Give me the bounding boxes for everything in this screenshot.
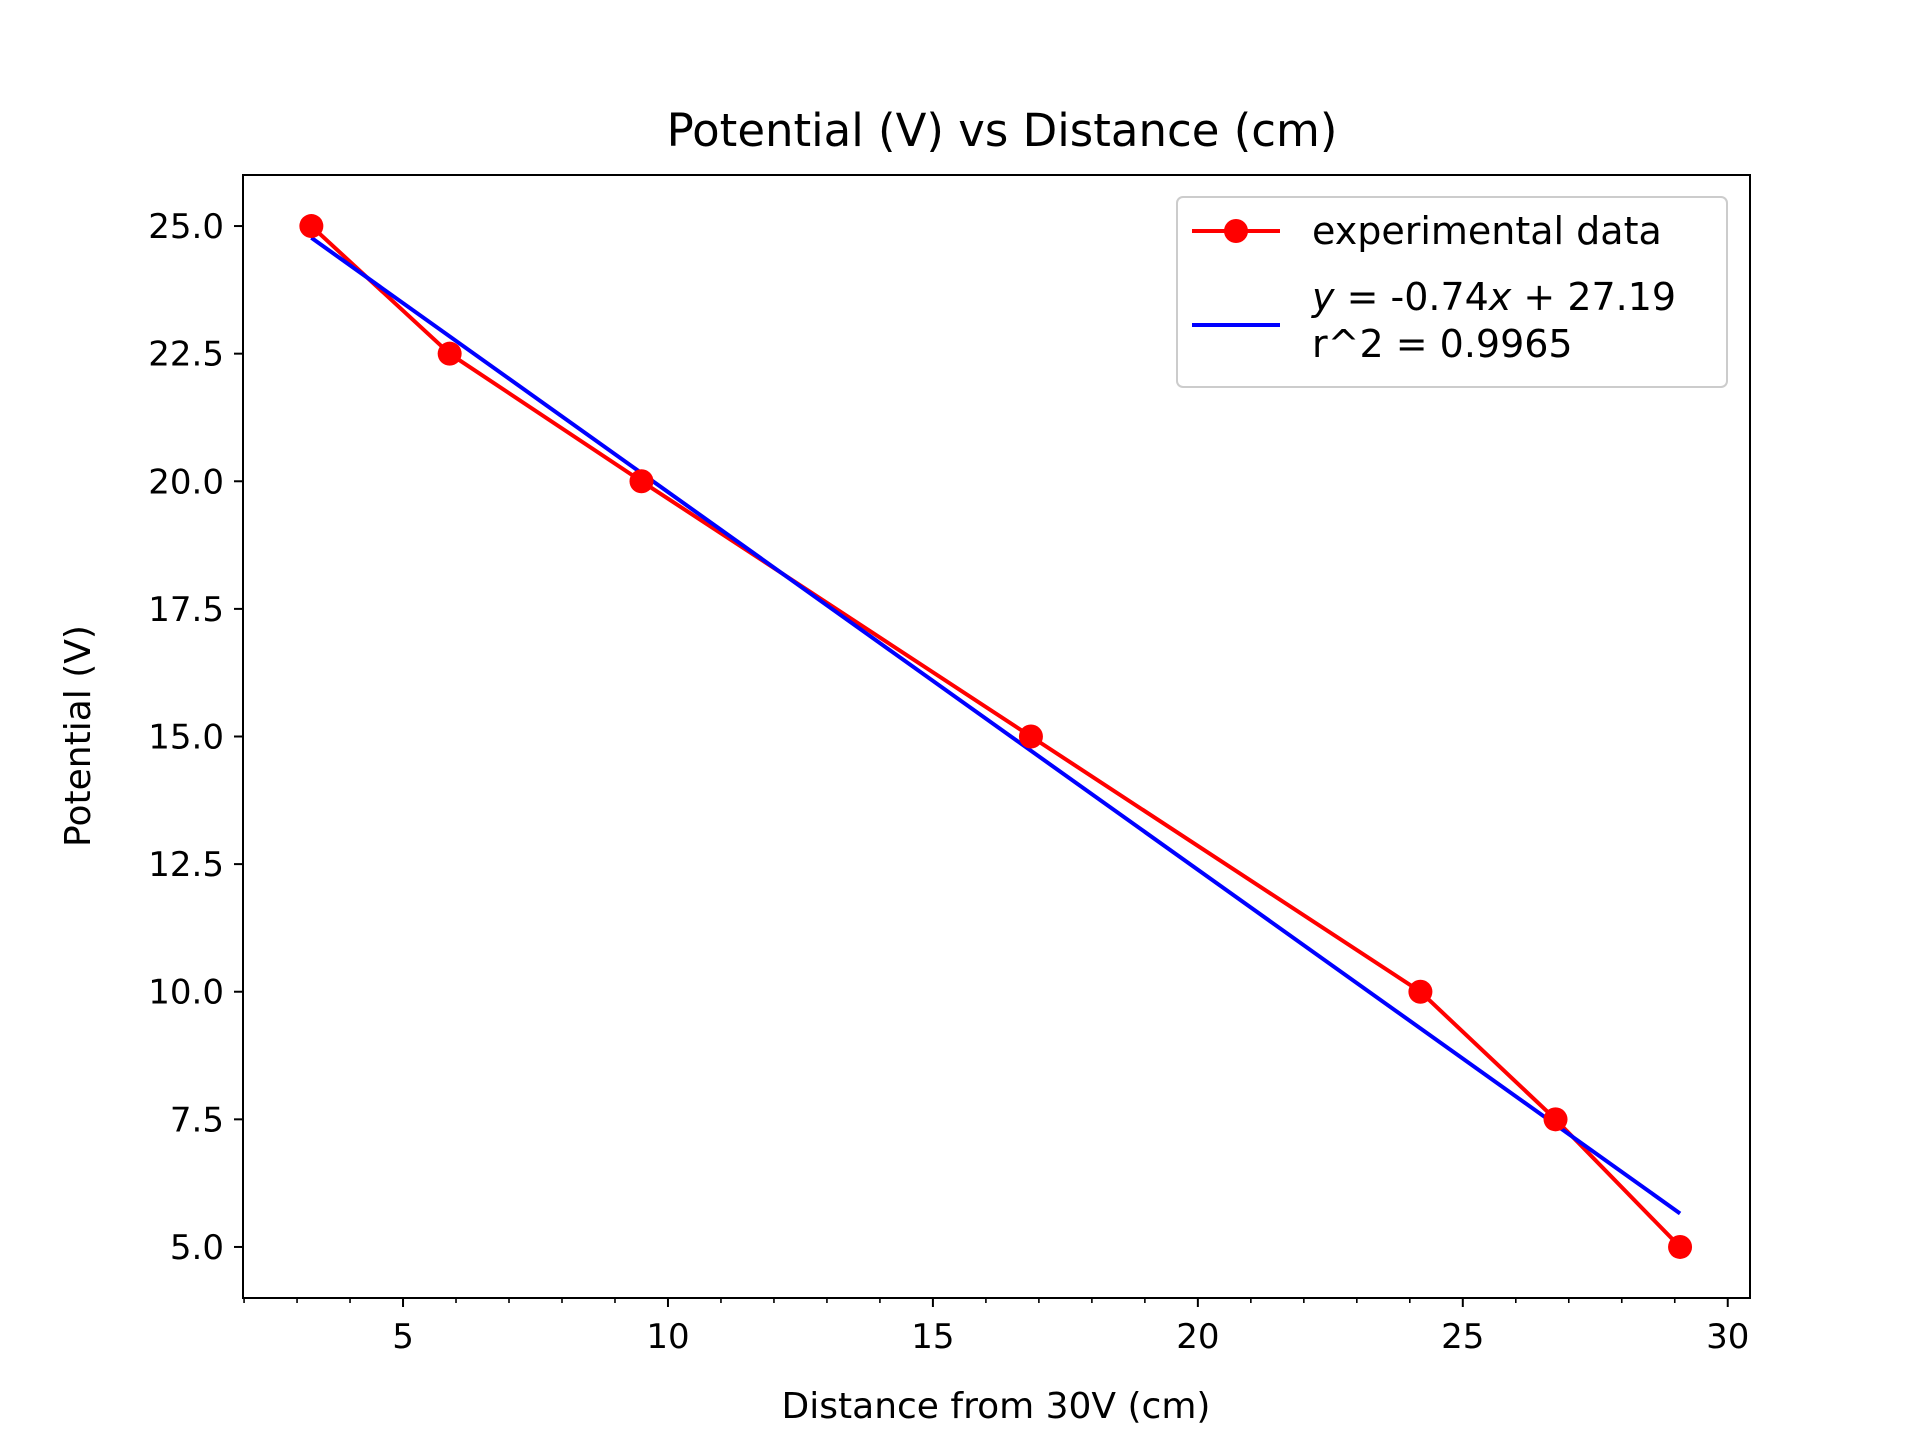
x-tick-label: 5 [392, 1317, 414, 1357]
x-tick-label: 15 [911, 1317, 954, 1357]
y-tick-label: 22.5 [148, 335, 224, 375]
y-tick-label: 5.0 [170, 1228, 224, 1268]
legend-fit-intercept: + 27.19 [1511, 275, 1676, 319]
legend-fit-y-var: y [1311, 275, 1335, 319]
legend-fit-slope: = -0.74 [1335, 275, 1489, 319]
chart-title: Potential (V) vs Distance (cm) [667, 104, 1338, 157]
x-tick-label: 20 [1176, 1317, 1219, 1357]
y-axis-label: Potential (V) [58, 625, 99, 847]
experimental-data-point [437, 341, 462, 366]
y-tick-label: 17.5 [148, 590, 224, 630]
y-tick-label: 25.0 [148, 207, 224, 247]
legend-fit-equation: y = -0.74x + 27.19 [1311, 275, 1676, 319]
y-tick-label: 15.0 [148, 718, 224, 758]
series-layer [299, 214, 1693, 1259]
experimental-data-point [1543, 1107, 1568, 1132]
legend: experimental data y = -0.74x + 27.19 r^2… [1176, 196, 1728, 388]
legend-fit-r2: r^2 = 0.9965 [1312, 322, 1573, 366]
x-tick-label: 30 [1706, 1317, 1749, 1357]
experimental-data-point [1018, 724, 1043, 749]
x-tick-label: 10 [646, 1317, 689, 1357]
x-axis-label: Distance from 30V (cm) [782, 1386, 1211, 1427]
y-tick-label: 10.0 [148, 973, 224, 1013]
y-tick-label: 7.5 [170, 1100, 224, 1140]
y-axis-ticks: 5.0 7.5 10.0 12.5 15.0 17.5 20.0 22.5 25.0 [148, 207, 243, 1268]
experimental-data-point [1668, 1234, 1693, 1259]
legend-box [1176, 196, 1728, 388]
fit-line [310, 236, 1682, 1216]
x-axis-ticks: 5 10 15 20 25 30 [243, 1298, 1749, 1357]
y-tick-label: 12.5 [148, 845, 224, 885]
experimental-data-point [299, 214, 324, 239]
x-tick-label: 25 [1441, 1317, 1484, 1357]
experimental-data-point [1408, 979, 1433, 1004]
y-tick-label: 20.0 [148, 462, 224, 502]
experimental-data-point [629, 469, 654, 494]
legend-experimental-marker [1224, 219, 1248, 243]
legend-fit-x-var: x [1488, 275, 1512, 319]
legend-experimental-label: experimental data [1312, 209, 1662, 253]
